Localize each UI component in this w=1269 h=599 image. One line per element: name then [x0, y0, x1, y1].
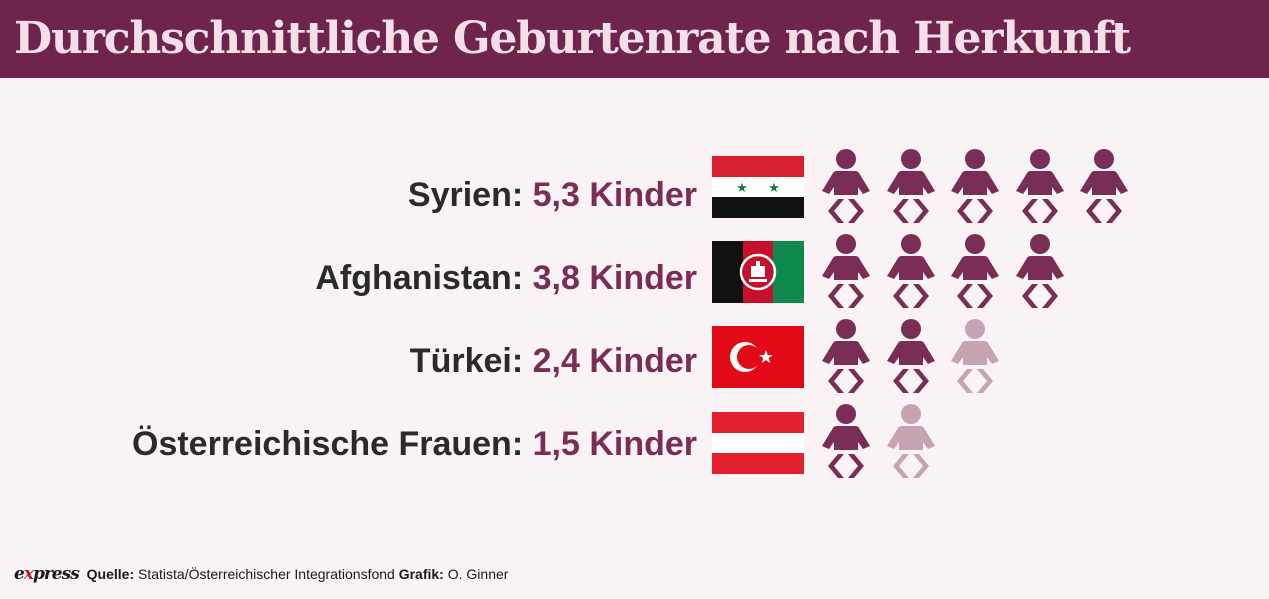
austria-flag	[712, 412, 804, 474]
row-label-tuerkei: Türkei: 2,4 Kinder	[410, 331, 697, 391]
value-label: 3,8 Kinder	[532, 259, 697, 297]
baby-icon	[883, 233, 939, 313]
express-logo: express	[14, 564, 80, 584]
footer: express Quelle: Statista/Österreichische…	[14, 564, 508, 586]
value-label: 5,3 Kinder	[532, 176, 697, 214]
category-label: Afghanistan:	[315, 259, 524, 297]
value-label: 1,5 Kinder	[532, 425, 697, 463]
row-label-syrien: Syrien: 5,3 Kinder	[408, 165, 697, 225]
syria-flag: ★ ★	[712, 156, 804, 218]
baby-icon	[947, 233, 1003, 313]
baby-icon	[1012, 233, 1068, 313]
baby-icon-faded	[947, 318, 1003, 398]
source-label: Quelle:	[86, 566, 135, 582]
chart-title: Durchschnittliche Geburtenrate nach Herk…	[14, 13, 1131, 64]
baby-icon	[1012, 148, 1068, 228]
baby-icon-faded	[883, 403, 939, 483]
value-label: 2,4 Kinder	[532, 342, 697, 380]
svg-text:★: ★	[758, 347, 774, 368]
turkey-flag: ★	[712, 326, 804, 388]
category-label: Syrien:	[407, 176, 524, 214]
svg-text:★: ★	[768, 181, 780, 196]
header-bar: Durchschnittliche Geburtenrate nach Herk…	[0, 0, 1269, 78]
baby-icon	[883, 148, 939, 228]
row-label-afghanistan: Afghanistan: 3,8 Kinder	[315, 248, 697, 308]
baby-icon	[818, 403, 874, 483]
svg-text:★: ★	[736, 181, 748, 196]
baby-icon	[818, 318, 874, 398]
afghanistan-flag	[712, 241, 804, 303]
category-label: Türkei:	[409, 342, 524, 380]
baby-icon	[1076, 148, 1132, 228]
source-value: Statista/Österreichischer Integrationsfo…	[138, 566, 395, 582]
graphic-value: O. Ginner	[447, 566, 509, 582]
baby-icon	[883, 318, 939, 398]
graphic-label: Grafik:	[398, 566, 444, 582]
category-label: Österreichische Frauen:	[132, 425, 524, 463]
baby-icon	[818, 148, 874, 228]
row-label-oesterreich: Österreichische Frauen: 1,5 Kinder	[132, 414, 697, 474]
baby-icon	[818, 233, 874, 313]
baby-icon	[947, 148, 1003, 228]
